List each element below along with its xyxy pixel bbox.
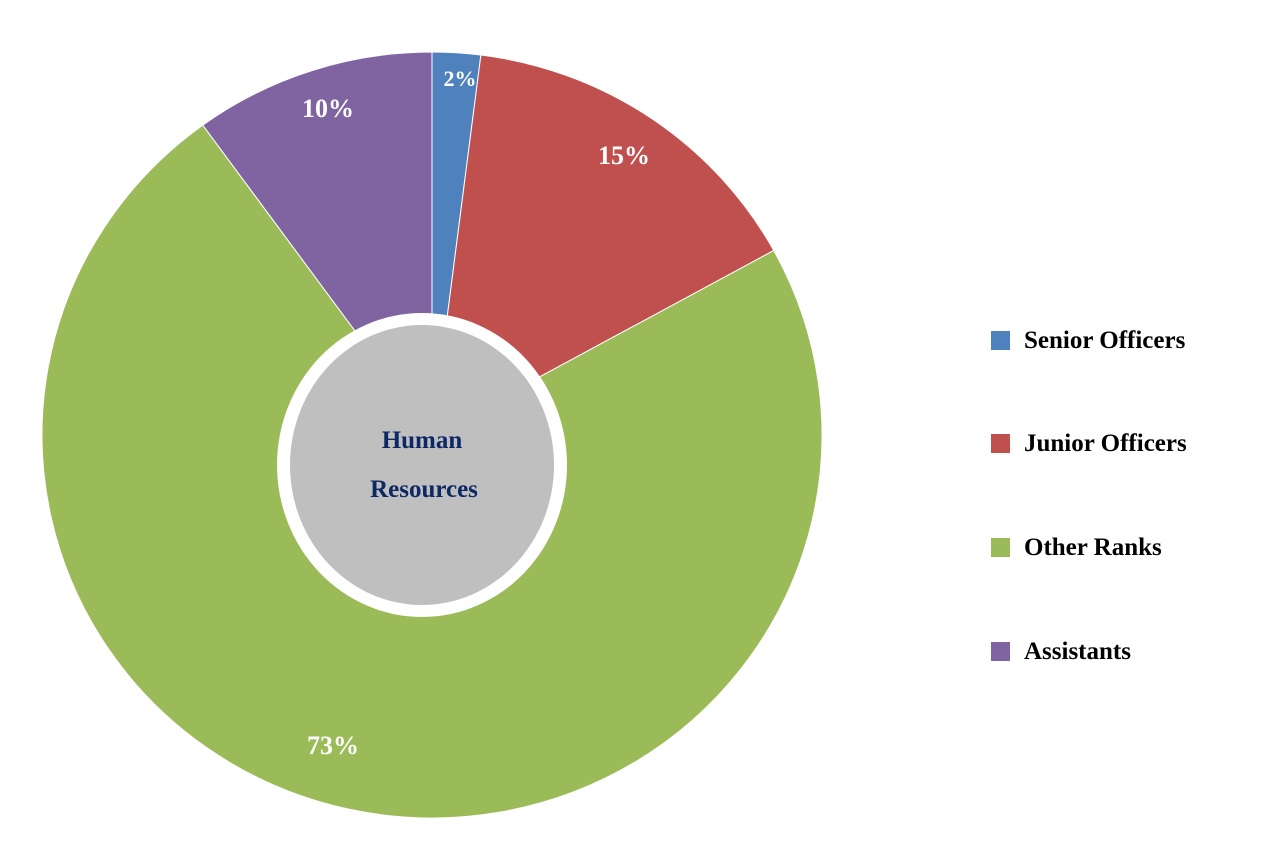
legend-label: Assistants <box>1024 638 1131 665</box>
data-label: 15% <box>598 141 650 170</box>
data-label: 10% <box>302 94 354 123</box>
legend-label: Other Ranks <box>1024 534 1162 561</box>
legend-swatch <box>991 434 1010 453</box>
data-label: 2% <box>444 66 477 91</box>
legend-swatch <box>991 538 1010 557</box>
center-label-line2: Resources <box>370 476 478 503</box>
legend-swatch <box>991 642 1010 661</box>
center-label-line1: Human <box>382 427 463 454</box>
slice-junior-officers <box>431 54 775 436</box>
data-label: 73% <box>307 731 359 760</box>
legend-label: Junior Officers <box>1024 430 1187 457</box>
legend: Senior Officers Junior Officers Other Rank… <box>991 327 1187 665</box>
legend-swatch <box>991 331 1010 350</box>
center-circle <box>290 325 554 605</box>
legend-label: Senior Officers <box>1024 327 1186 354</box>
